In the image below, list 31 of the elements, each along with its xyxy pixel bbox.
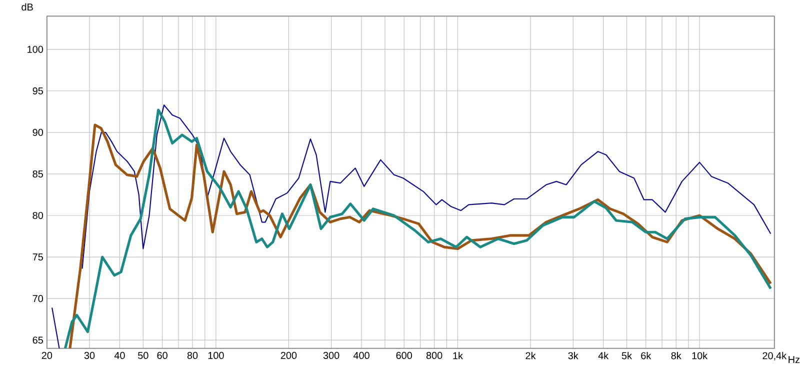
y-tick-label: 65 — [32, 336, 43, 344]
x-tick-label: 60 — [157, 352, 168, 359]
x-tick-label: 10k — [692, 352, 708, 360]
y-tick-label: 100 — [28, 46, 44, 53]
x-tick-label: 80 — [187, 352, 198, 359]
y-tick-label: 85 — [32, 170, 43, 178]
x-tick-label: 2k — [526, 352, 536, 359]
x-tick-label: 8k — [671, 352, 682, 360]
y-axis-title: dB — [22, 3, 33, 10]
y-tick-label: 75 — [32, 253, 43, 260]
x-tick-label: 5k — [622, 352, 632, 360]
x-tick-label: 20,4k — [762, 352, 787, 360]
x-tick-label: 800 — [426, 352, 442, 359]
x-tick-label: 50 — [138, 352, 148, 359]
x-tick-label: 100 — [208, 352, 224, 359]
x-axis-title: Hz — [788, 356, 800, 363]
y-tick-label: 95 — [32, 87, 43, 94]
x-tick-label: 200 — [280, 352, 297, 359]
x-tick-label: 40 — [114, 352, 125, 359]
x-tick-label: 4k — [598, 352, 609, 359]
y-tick-label: 70 — [32, 294, 44, 302]
x-tick-label: 1k — [453, 352, 463, 359]
x-tick-label: 600 — [396, 352, 412, 359]
y-tick-label: 80 — [32, 212, 44, 219]
x-tick-label: 400 — [353, 352, 370, 359]
x-tick-label: 20 — [42, 352, 52, 359]
x-tick-label: 30 — [84, 352, 95, 359]
x-tick-label: 3k — [568, 352, 578, 360]
y-tick-label: 90 — [32, 128, 44, 136]
x-tick-label: 6k — [641, 352, 652, 360]
x-tick-label: 300 — [323, 352, 340, 359]
